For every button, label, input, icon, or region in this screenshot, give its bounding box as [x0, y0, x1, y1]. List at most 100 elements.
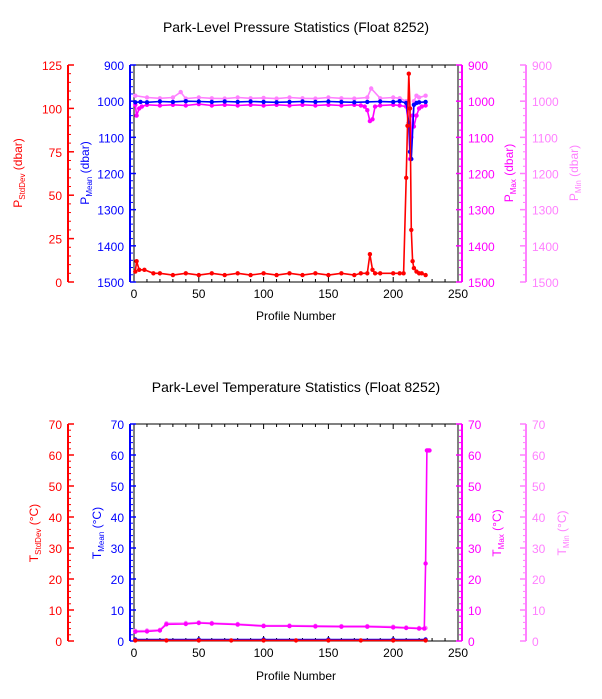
mean-series-point: [248, 99, 253, 104]
mean-series-point: [235, 99, 240, 105]
mean-series-point: [365, 99, 370, 105]
x-tick-label: 150: [318, 287, 338, 301]
min-tick-label: 1400: [532, 240, 559, 254]
max-series-point: [133, 629, 138, 634]
max-series-point: [287, 103, 292, 108]
stddev-series-point: [367, 252, 373, 257]
max-tick-label: 1400: [468, 240, 495, 254]
min-series-point: [339, 96, 344, 101]
max-series-point: [144, 629, 150, 634]
stddev-series-point: [196, 272, 201, 278]
stddev-series-point: [352, 272, 357, 278]
mean-axis-label: TMean (°C): [90, 507, 106, 559]
max-series-point: [419, 104, 424, 109]
stddev-series-point: [196, 638, 201, 643]
min-tick-label: 1000: [532, 95, 559, 109]
temperature-chart: Park-Level Temperature Statistics (Float…: [27, 379, 571, 683]
max-series-line: [134, 103, 426, 160]
min-tick-label: 10: [532, 604, 546, 618]
pressure-y-axes: 0 25 50 75 100 125 PStdDev (dbar) 900 1000 1100 12…: [11, 59, 583, 290]
stddev-series-point: [358, 638, 363, 643]
mean-tick-label: 1200: [97, 168, 124, 182]
x-tick-label: 100: [254, 287, 274, 301]
max-series-point: [313, 103, 318, 108]
stddev-axis-label: TStdDev (°C): [27, 504, 43, 562]
min-tick-label: 1100: [532, 131, 558, 145]
max-tick-label: 10: [468, 604, 482, 618]
min-tick-label: 0: [532, 635, 539, 649]
max-tick-label: 20: [468, 573, 482, 587]
stddev-tick-label: 60: [49, 449, 63, 463]
stddev-series-point: [365, 271, 370, 276]
stddev-series-point: [293, 638, 299, 643]
max-tick-label: 900: [468, 59, 488, 73]
max-series-point: [339, 624, 344, 629]
min-series-point: [133, 93, 138, 98]
min-series-point: [423, 93, 428, 98]
stddev-series-point: [423, 638, 428, 643]
temperature-plot-frame: [133, 423, 459, 642]
x-tick-label: 100: [254, 646, 274, 660]
max-axis-label: PMax (dbar): [502, 144, 518, 202]
max-series-point: [157, 103, 163, 108]
mean-tick-label: 60: [111, 449, 125, 463]
stddev-series-point: [391, 638, 396, 643]
stddev-series-point: [170, 272, 176, 278]
min-tick-label: 50: [532, 480, 546, 494]
temperature-y-axes: 0 10 20 30 40 50 60 70 TStdDev (°C) 0 10 20 30 40 50 60…: [27, 418, 571, 649]
max-tick-label: 1100: [468, 131, 494, 145]
max-series-point: [378, 103, 383, 108]
mean-series-point: [183, 99, 188, 104]
min-series-point: [369, 86, 374, 91]
min-series-point: [326, 95, 331, 100]
stddev-tick-label: 10: [49, 604, 63, 618]
min-tick-label: 1300: [532, 204, 559, 218]
max-series-point: [372, 104, 378, 109]
stddev-series-point: [164, 638, 169, 643]
min-tick-label: 900: [532, 59, 552, 73]
stddev-series-point: [261, 271, 266, 276]
temperature-series: [133, 448, 432, 643]
stddev-series-point: [423, 272, 428, 278]
min-series-point: [287, 95, 292, 100]
max-series-point: [391, 625, 396, 630]
max-series-point: [365, 624, 370, 629]
stddev-tick-label: 30: [49, 542, 63, 556]
max-series-point: [235, 622, 240, 627]
temperature-chart-title: Park-Level Temperature Statistics (Float…: [152, 379, 440, 395]
mean-tick-label: 10: [111, 604, 125, 618]
stddev-series-point: [358, 271, 363, 276]
x-tick-label: 50: [192, 287, 206, 301]
mean-series-point: [157, 99, 163, 104]
max-series-point: [235, 103, 240, 108]
mean-series-point: [287, 99, 292, 105]
mean-series-point: [144, 100, 150, 105]
max-tick-label: 1000: [468, 95, 495, 109]
min-tick-label: 70: [532, 418, 546, 432]
stddev-series-point: [391, 271, 396, 276]
min-series-point: [300, 96, 305, 101]
min-series-point: [178, 89, 183, 95]
min-series-point: [144, 95, 150, 100]
min-series-point: [365, 95, 370, 100]
mean-tick-label: 70: [111, 418, 125, 432]
max-series-point: [326, 102, 331, 108]
mean-series-point: [423, 99, 428, 105]
stddev-series-point: [401, 271, 406, 276]
mean-series-point: [222, 99, 227, 104]
max-series-point: [362, 104, 367, 109]
stddev-series-point: [261, 638, 266, 643]
max-series-point: [183, 621, 188, 627]
mean-series-point: [138, 99, 143, 105]
min-series-point: [209, 96, 214, 101]
min-series-point: [196, 95, 201, 100]
temperature-x-axis-label: Profile Number: [256, 669, 336, 683]
stddev-series-point: [133, 269, 138, 274]
stddev-series-point: [397, 271, 402, 276]
stddev-tick-label: 75: [49, 146, 63, 160]
max-tick-label: 60: [468, 449, 482, 463]
stddev-tick-label: 50: [49, 480, 63, 494]
mean-series-point: [326, 99, 331, 104]
x-tick-label: 250: [448, 287, 468, 301]
